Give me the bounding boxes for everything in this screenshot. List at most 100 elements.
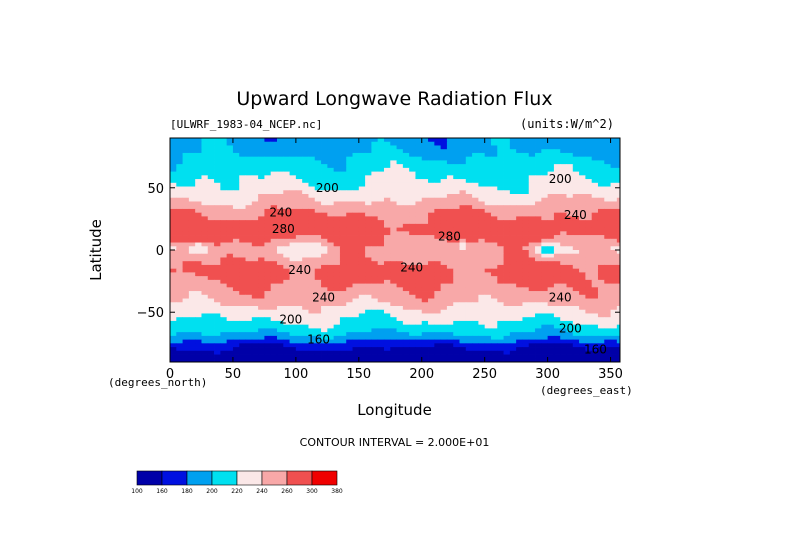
heatmap-cell bbox=[409, 261, 416, 266]
heatmap-cell bbox=[251, 164, 259, 169]
heatmap-cell bbox=[276, 291, 284, 296]
heatmap-cell bbox=[597, 227, 605, 232]
heatmap-cell bbox=[182, 272, 190, 277]
heatmap-cell bbox=[597, 306, 605, 311]
heatmap-cell bbox=[528, 324, 536, 329]
heatmap-cell bbox=[547, 283, 555, 288]
heatmap-cell bbox=[541, 257, 549, 262]
heatmap-cell bbox=[239, 279, 246, 284]
heatmap-cell bbox=[428, 298, 435, 303]
heatmap-cell bbox=[528, 145, 536, 150]
heatmap-cell bbox=[402, 253, 410, 258]
heatmap-cell bbox=[195, 138, 202, 143]
heatmap-cell bbox=[459, 343, 467, 348]
heatmap-cell bbox=[579, 201, 586, 206]
heatmap-cell bbox=[453, 141, 460, 146]
heatmap-cell bbox=[421, 197, 429, 202]
heatmap-cell bbox=[207, 317, 215, 322]
heatmap-cell bbox=[365, 302, 372, 307]
heatmap-cell bbox=[270, 231, 278, 236]
heatmap-cell bbox=[201, 264, 209, 270]
heatmap-cell bbox=[358, 138, 366, 143]
heatmap-cell bbox=[579, 190, 586, 195]
heatmap-cell bbox=[409, 343, 416, 348]
heatmap-cell bbox=[478, 212, 486, 217]
heatmap-cell bbox=[421, 160, 429, 165]
heatmap-cell bbox=[409, 268, 416, 273]
heatmap-cell bbox=[226, 160, 234, 165]
heatmap-cell bbox=[283, 242, 290, 247]
heatmap-cell bbox=[176, 298, 183, 303]
heatmap-cell bbox=[276, 220, 284, 225]
heatmap-cell bbox=[535, 283, 542, 288]
heatmap-cell bbox=[409, 313, 416, 318]
heatmap-cell bbox=[509, 309, 517, 314]
heatmap-cell bbox=[572, 276, 580, 281]
heatmap-cell bbox=[604, 283, 611, 288]
heatmap-cell bbox=[453, 298, 460, 303]
heatmap-cell bbox=[245, 324, 253, 329]
heatmap-cell bbox=[591, 186, 599, 191]
heatmap-cell bbox=[283, 358, 290, 363]
heatmap-cell bbox=[358, 179, 366, 184]
heatmap-cell bbox=[585, 306, 593, 311]
heatmap-cell bbox=[314, 223, 322, 228]
heatmap-cell bbox=[396, 328, 404, 333]
heatmap-cell bbox=[428, 208, 435, 214]
heatmap-cell bbox=[270, 276, 278, 281]
heatmap-cell bbox=[616, 175, 621, 180]
heatmap-cell bbox=[314, 279, 322, 284]
heatmap-cell bbox=[346, 182, 353, 187]
heatmap-cell bbox=[484, 231, 492, 236]
heatmap-cell bbox=[308, 324, 316, 329]
heatmap-cell bbox=[188, 227, 196, 232]
heatmap-cell bbox=[308, 313, 316, 318]
heatmap-cell bbox=[547, 190, 555, 195]
heatmap-cell bbox=[232, 171, 240, 176]
heatmap-cell bbox=[604, 264, 611, 270]
heatmap-cell bbox=[616, 324, 621, 329]
heatmap-cell bbox=[428, 235, 435, 240]
heatmap-cell bbox=[560, 197, 567, 202]
heatmap-cell bbox=[535, 264, 542, 270]
heatmap-cell bbox=[346, 231, 353, 236]
heatmap-cell bbox=[226, 250, 234, 255]
colorbar-swatch bbox=[236, 470, 263, 486]
heatmap-cell bbox=[490, 160, 498, 165]
heatmap-cell bbox=[201, 309, 209, 314]
heatmap-cell bbox=[201, 246, 209, 251]
heatmap-cell bbox=[465, 291, 473, 296]
heatmap-cell bbox=[421, 317, 429, 322]
heatmap-cell bbox=[295, 320, 303, 326]
heatmap-cell bbox=[516, 220, 523, 225]
heatmap-cell bbox=[195, 347, 202, 352]
contour-label: 280 bbox=[438, 229, 461, 243]
heatmap-cell bbox=[503, 324, 511, 329]
heatmap-cell bbox=[453, 324, 460, 329]
heatmap-cell bbox=[415, 324, 423, 329]
heatmap-cell bbox=[207, 328, 215, 333]
heatmap-cell bbox=[276, 201, 284, 206]
heatmap-cell bbox=[390, 182, 397, 187]
heatmap-cell bbox=[522, 257, 530, 262]
heatmap-cell bbox=[459, 141, 467, 146]
heatmap-cell bbox=[402, 324, 410, 329]
heatmap-cell bbox=[446, 179, 454, 184]
heatmap-cell bbox=[352, 246, 360, 251]
heatmap-cell bbox=[358, 220, 366, 225]
heatmap-cell bbox=[604, 156, 611, 161]
heatmap-cell bbox=[176, 160, 183, 165]
heatmap-cell bbox=[176, 294, 183, 299]
heatmap-cell bbox=[327, 194, 335, 199]
heatmap-cell bbox=[276, 298, 284, 303]
heatmap-cell bbox=[566, 335, 574, 340]
heatmap-cell bbox=[421, 223, 429, 228]
heatmap-cell bbox=[478, 242, 486, 247]
heatmap-cell bbox=[327, 257, 335, 262]
heatmap-cell bbox=[446, 298, 454, 303]
heatmap-cell bbox=[553, 175, 561, 180]
heatmap-cell bbox=[409, 347, 416, 352]
heatmap-cell bbox=[295, 339, 303, 344]
heatmap-cell bbox=[207, 268, 215, 273]
heatmap-cell bbox=[308, 212, 316, 217]
